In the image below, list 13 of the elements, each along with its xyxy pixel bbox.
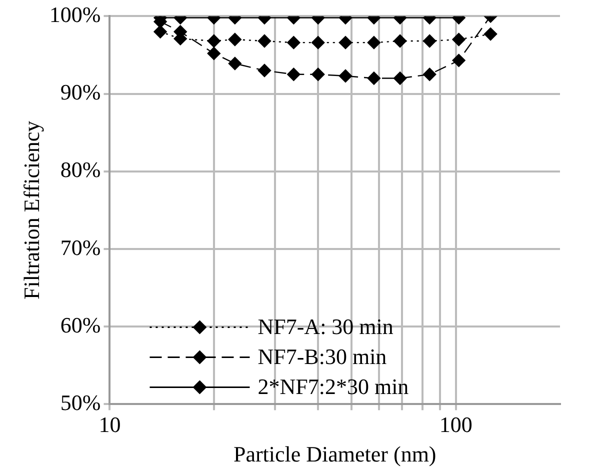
y-tick-label: 80%: [60, 157, 101, 182]
x-tick-label: 10: [98, 412, 121, 438]
legend-label: 2*NF7:2*30 min: [258, 374, 409, 399]
legend-label: NF7-A: 30 min: [258, 314, 394, 339]
y-axis-title: Filtration Efficiency: [18, 120, 44, 300]
y-tick-label: 60%: [60, 312, 101, 338]
y-tick-label: 90%: [60, 80, 101, 105]
y-tick-label: 50%: [60, 390, 101, 415]
y-tick-label: 70%: [60, 234, 101, 260]
legend-label: NF7-B:30 min: [258, 344, 387, 369]
y-tick-label: 100%: [49, 2, 101, 27]
x-axis-title: Particle Diameter (nm): [233, 442, 436, 467]
x-tick-label: 100: [439, 412, 472, 438]
